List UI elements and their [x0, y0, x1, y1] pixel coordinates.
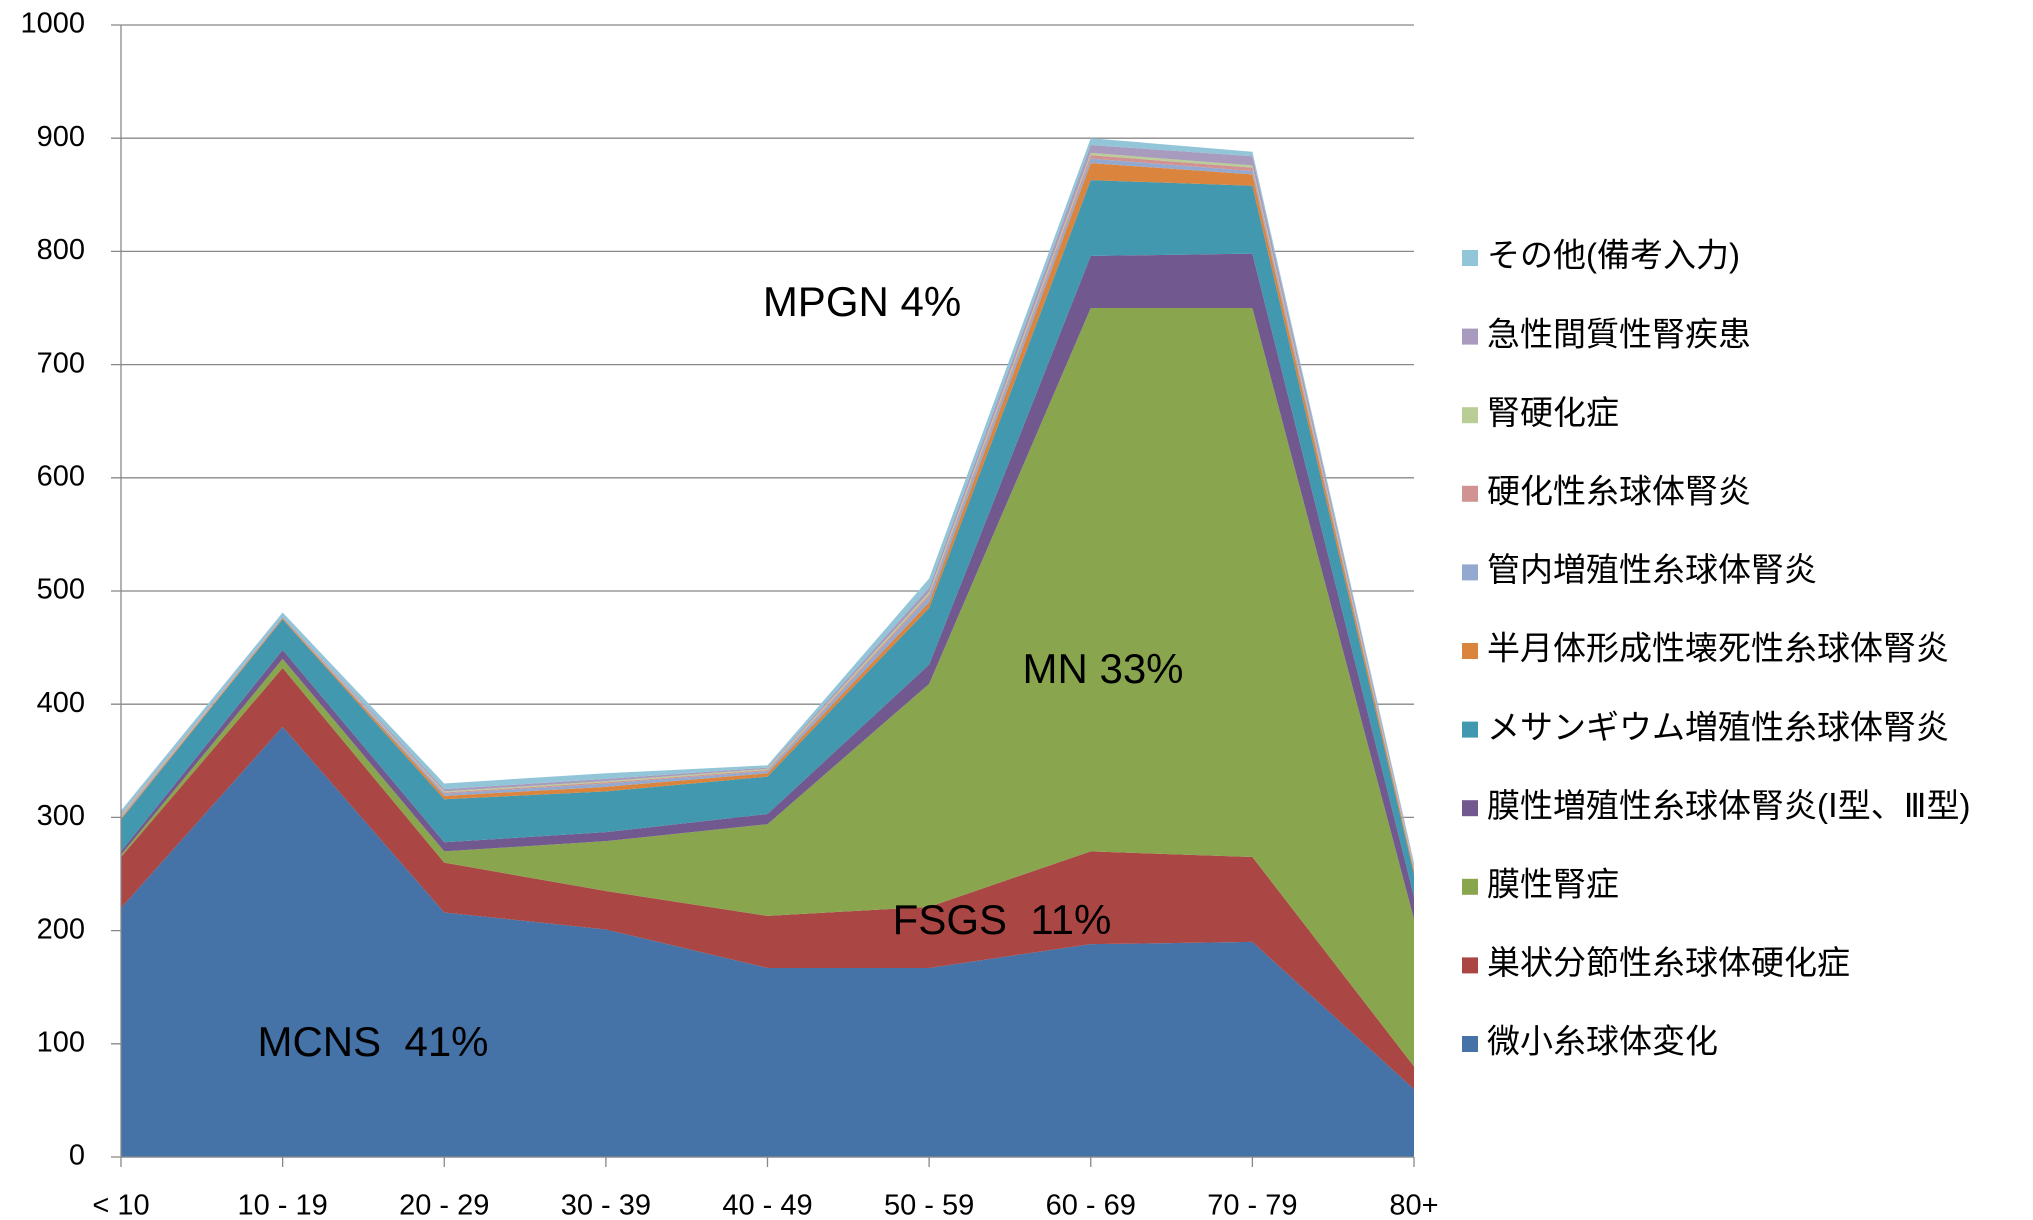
- x-tick-label: 10 - 19: [237, 1190, 327, 1220]
- y-tick-label: 100: [37, 1026, 85, 1058]
- y-tick-label: 800: [37, 234, 85, 266]
- legend-label: 巣状分節性糸球体硬化症: [1487, 944, 1850, 981]
- legend-label: 半月体形成性壊死性糸球体腎炎: [1487, 630, 1949, 667]
- x-tick-label: 40 - 49: [722, 1190, 812, 1220]
- x-tick-label: 80+: [1389, 1190, 1438, 1220]
- y-tick-label: 200: [37, 913, 85, 945]
- legend-label: 膜性増殖性糸球体腎炎(Ⅰ型、Ⅲ型): [1487, 787, 1970, 824]
- y-tick-label: 700: [37, 347, 85, 379]
- y-tick-label: 400: [37, 687, 85, 719]
- legend-label: 微小糸球体変化: [1487, 1023, 1718, 1060]
- y-tick-label: 1000: [20, 8, 85, 40]
- y-tick-label: 500: [37, 574, 85, 606]
- legend-label: 硬化性糸球体腎炎: [1487, 473, 1751, 510]
- y-tick-label: 300: [37, 800, 85, 832]
- legend-label: 管内増殖性糸球体腎炎: [1487, 551, 1817, 588]
- legend-swatch: [1462, 407, 1478, 424]
- legend-label: 腎硬化症: [1487, 394, 1619, 431]
- legend-swatch: [1462, 878, 1478, 895]
- annotation: MN 33%: [1022, 645, 1183, 692]
- x-tick-label: 70 - 79: [1207, 1190, 1297, 1220]
- legend-swatch: [1462, 1036, 1478, 1052]
- legend-swatch: [1462, 564, 1478, 581]
- annotation: MPGN 4%: [763, 278, 961, 325]
- legend-swatch: [1462, 328, 1478, 345]
- legend-label: 膜性腎症: [1487, 866, 1619, 903]
- legend-label: その他(備考入力): [1487, 237, 1740, 274]
- legend-swatch: [1462, 957, 1478, 974]
- legend-swatch: [1462, 721, 1478, 738]
- y-tick-label: 600: [37, 460, 85, 492]
- y-tick-label: 900: [37, 121, 85, 153]
- x-tick-label: 20 - 29: [399, 1190, 489, 1220]
- y-tick-label: 0: [69, 1140, 85, 1172]
- annotation: MCNS 41%: [257, 1018, 488, 1065]
- legend-label: メサンギウム増殖性糸球体腎炎: [1487, 708, 1949, 745]
- area: [121, 667, 1414, 1090]
- legend-swatch: [1462, 643, 1478, 659]
- area: [121, 726, 1414, 1157]
- annotation: FSGS 11%: [893, 896, 1112, 943]
- legend-swatch: [1462, 800, 1478, 817]
- x-tick-label: 30 - 39: [561, 1190, 651, 1220]
- legend-label: 急性間質性腎疾患: [1487, 315, 1751, 352]
- legend-swatch: [1462, 485, 1478, 502]
- legend-swatch: [1462, 250, 1478, 266]
- x-tick-label: 60 - 69: [1046, 1190, 1136, 1220]
- x-tick-label: < 10: [92, 1190, 149, 1220]
- area: [121, 308, 1414, 1067]
- x-tick-label: 50 - 59: [884, 1190, 974, 1220]
